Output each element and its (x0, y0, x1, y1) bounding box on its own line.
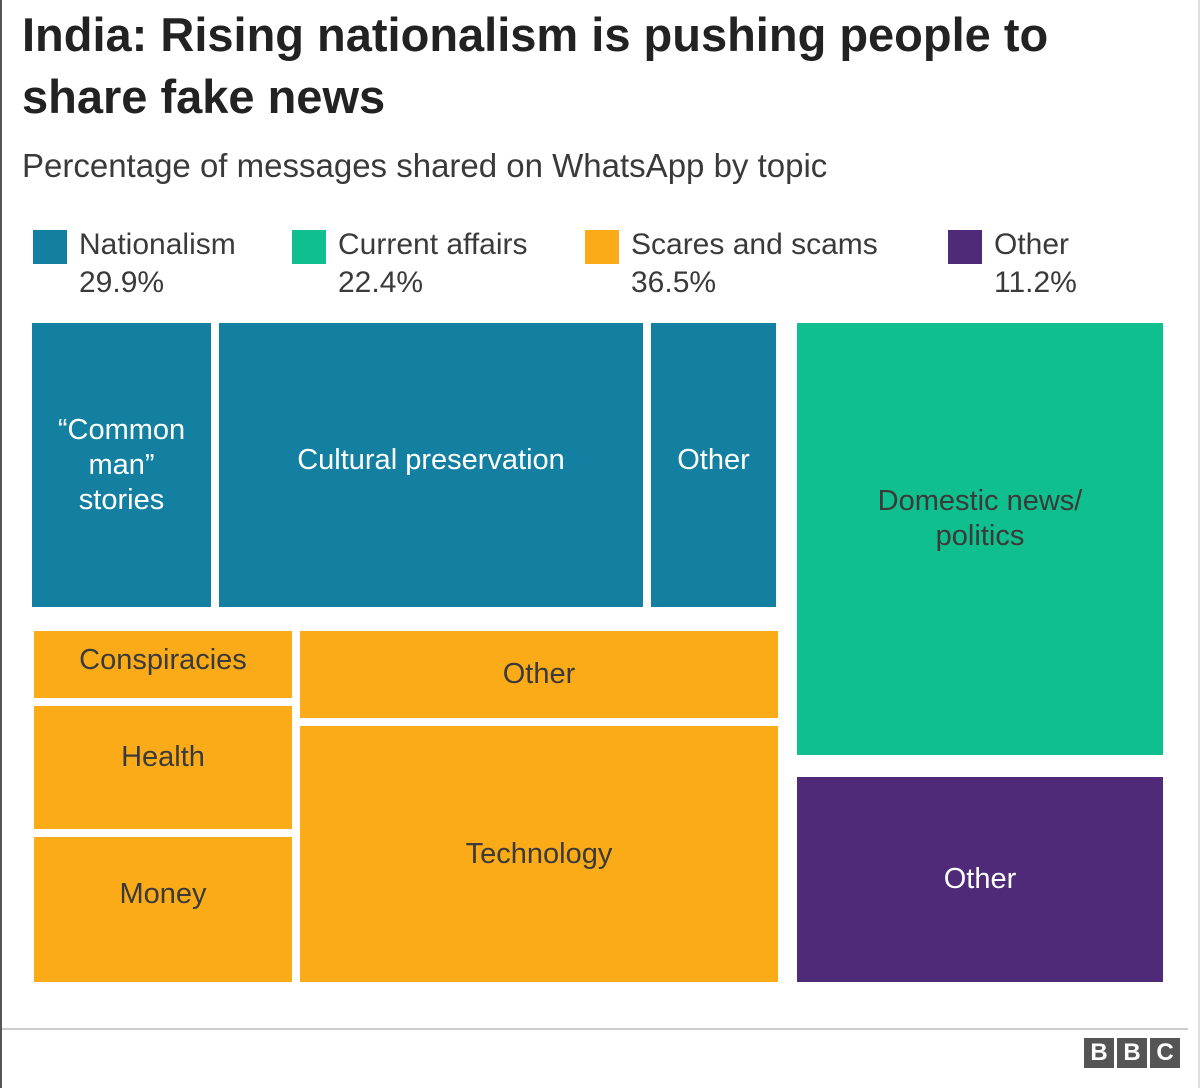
tile-other-other: Other (797, 777, 1163, 982)
bbc-logo-block-c: C (1150, 1038, 1180, 1068)
legend-swatch-scares-and-scams (585, 230, 619, 264)
legend-label-scares-and-scams: Scares and scams (631, 228, 878, 261)
footer-divider (2, 1028, 1188, 1030)
tile-label-scares-other: Other (502, 658, 576, 690)
tile-label-domestic-news-politics: Domestic news/ politics (877, 485, 1083, 552)
chart-title: India: Rising nationalism is pushing peo… (22, 8, 1049, 123)
legend-swatch-nationalism (33, 230, 67, 264)
legend-label-current-affairs: Current affairs (338, 228, 528, 261)
tile-money: Money (34, 837, 292, 982)
tile-label-other-other: Other (943, 863, 1017, 895)
legend-label-other: Other (994, 228, 1070, 261)
tile-label-money: Money (119, 878, 207, 910)
legend-value-nationalism: 29.9% (79, 266, 165, 299)
tile-label-conspiracies: Conspiracies (79, 644, 247, 676)
chart-subtitle: Percentage of messages shared on WhatsAp… (22, 147, 828, 184)
legend-swatch-other (948, 230, 982, 264)
tile-domestic-news-politics: Domestic news/ politics (797, 323, 1163, 755)
tile-common-man-stories: “Common man” stories (32, 323, 211, 607)
legend-value-other: 11.2% (994, 266, 1077, 299)
legend-label-nationalism: Nationalism (79, 228, 236, 261)
tile-label-common-man-stories: “Common man” stories (57, 413, 186, 516)
right-frame-border (1198, 0, 1200, 1088)
bbc-logo-block-b2: B (1117, 1038, 1147, 1068)
tile-label-health: Health (121, 741, 205, 773)
legend-swatch-current-affairs (292, 230, 326, 264)
legend-value-scares-and-scams: 36.5% (631, 266, 717, 299)
tile-label-nationalism-other: Other (677, 443, 750, 476)
bbc-logo: B B C (1084, 1038, 1180, 1068)
legend-value-current-affairs: 22.4% (338, 266, 424, 299)
tile-label-cultural-preservation: Cultural preservation (297, 443, 565, 476)
tile-label-technology: Technology (465, 837, 613, 870)
bbc-logo-block-b1: B (1084, 1038, 1114, 1068)
tile-technology: Technology (300, 726, 778, 982)
tile-nationalism-other: Other (651, 323, 776, 607)
tile-conspiracies: Conspiracies (34, 631, 292, 698)
left-frame-border (0, 0, 2, 1088)
tile-health: Health (34, 706, 292, 829)
tile-cultural-preservation: Cultural preservation (219, 323, 643, 607)
tile-scares-other: Other (300, 631, 778, 718)
